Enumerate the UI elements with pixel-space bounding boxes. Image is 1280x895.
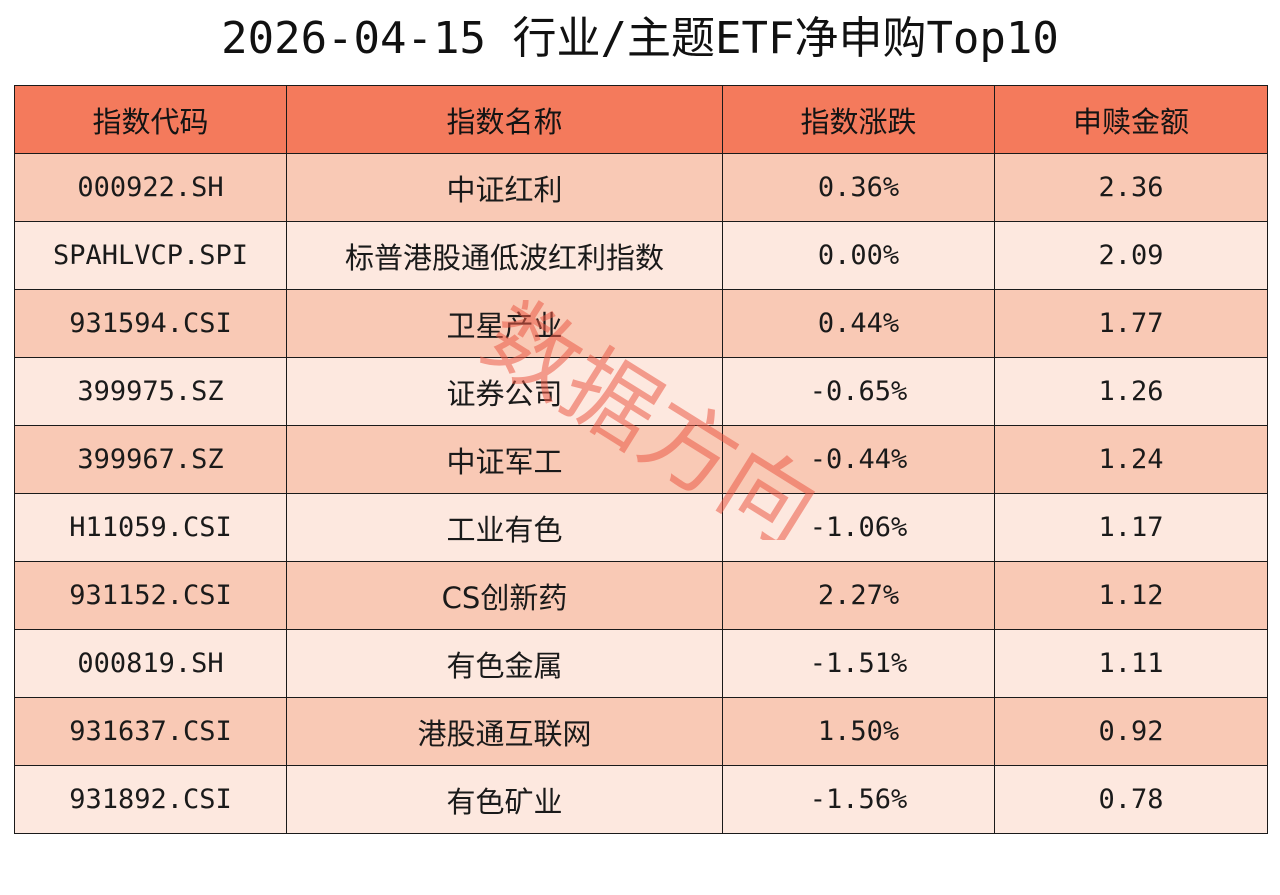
table-cell: 1.77	[994, 289, 1268, 358]
table-cell: -1.56%	[722, 765, 995, 834]
table-cell: SPAHLVCP.SPI	[14, 221, 287, 290]
table-cell: 931637.CSI	[14, 697, 287, 766]
table-cell: 卫星产业	[286, 289, 723, 358]
table-cell: 399967.SZ	[14, 425, 287, 494]
table-cell: 931152.CSI	[14, 561, 287, 630]
table-row: 000922.SH 中证红利 0.36% 2.36	[14, 153, 1268, 222]
table-cell: 2.09	[994, 221, 1268, 290]
table-cell: H11059.CSI	[14, 493, 287, 562]
table-cell: 1.50%	[722, 697, 995, 766]
table-cell: 0.36%	[722, 153, 995, 222]
table-cell: CS创新药	[286, 561, 723, 630]
table-cell: 0.00%	[722, 221, 995, 290]
table-cell: 中证军工	[286, 425, 723, 494]
table-row: H11059.CSI 工业有色 -1.06% 1.17	[14, 493, 1268, 562]
table-cell: 1.17	[994, 493, 1268, 562]
table-cell: 399975.SZ	[14, 357, 287, 426]
column-header: 申赎金额	[994, 85, 1268, 154]
table-cell: 工业有色	[286, 493, 723, 562]
table-cell: 中证红利	[286, 153, 723, 222]
table-cell: 有色矿业	[286, 765, 723, 834]
column-header: 指数涨跌	[722, 85, 995, 154]
table-row: 399967.SZ 中证军工 -0.44% 1.24	[14, 425, 1268, 494]
table-cell: 证券公司	[286, 357, 723, 426]
table-row: 931594.CSI 卫星产业 0.44% 1.77	[14, 289, 1268, 358]
table-cell: -0.44%	[722, 425, 995, 494]
table-cell: 931594.CSI	[14, 289, 287, 358]
table-cell: 0.44%	[722, 289, 995, 358]
table-cell: 1.24	[994, 425, 1268, 494]
table-cell: 有色金属	[286, 629, 723, 698]
table-cell: 标普港股通低波红利指数	[286, 221, 723, 290]
table-header-row: 指数代码 指数名称 指数涨跌 申赎金额	[14, 85, 1268, 154]
table-cell: 2.27%	[722, 561, 995, 630]
table-cell: 931892.CSI	[14, 765, 287, 834]
table-row: 399975.SZ 证券公司 -0.65% 1.26	[14, 357, 1268, 426]
table-cell: -0.65%	[722, 357, 995, 426]
table-body: 000922.SH 中证红利 0.36% 2.36 SPAHLVCP.SPI 标普港股通低…	[14, 153, 1268, 834]
table-row: 931637.CSI 港股通互联网 1.50% 0.92	[14, 697, 1268, 766]
table-cell: 0.78	[994, 765, 1268, 834]
table-cell: 000922.SH	[14, 153, 287, 222]
table-row: 931892.CSI 有色矿业 -1.56% 0.78	[14, 765, 1268, 834]
table-row: 000819.SH 有色金属 -1.51% 1.11	[14, 629, 1268, 698]
table-cell: 1.12	[994, 561, 1268, 630]
table-cell: -1.06%	[722, 493, 995, 562]
table-row: 931152.CSI CS创新药 2.27% 1.12	[14, 561, 1268, 630]
table-cell: 000819.SH	[14, 629, 287, 698]
chart-title: 2026-04-15 行业/主题ETF净申购Top10	[221, 13, 1059, 64]
etf-table: 指数代码 指数名称 指数涨跌 申赎金额 000922.SH 中证红利 0.36% 2.…	[14, 85, 1268, 834]
table-cell: -1.51%	[722, 629, 995, 698]
table-cell: 1.26	[994, 357, 1268, 426]
table-cell: 港股通互联网	[286, 697, 723, 766]
column-header: 指数名称	[286, 85, 723, 154]
column-header: 指数代码	[14, 85, 287, 154]
table-cell: 1.11	[994, 629, 1268, 698]
table-row: SPAHLVCP.SPI 标普港股通低波红利指数 0.00% 2.09	[14, 221, 1268, 290]
table-cell: 0.92	[994, 697, 1268, 766]
table-cell: 2.36	[994, 153, 1268, 222]
